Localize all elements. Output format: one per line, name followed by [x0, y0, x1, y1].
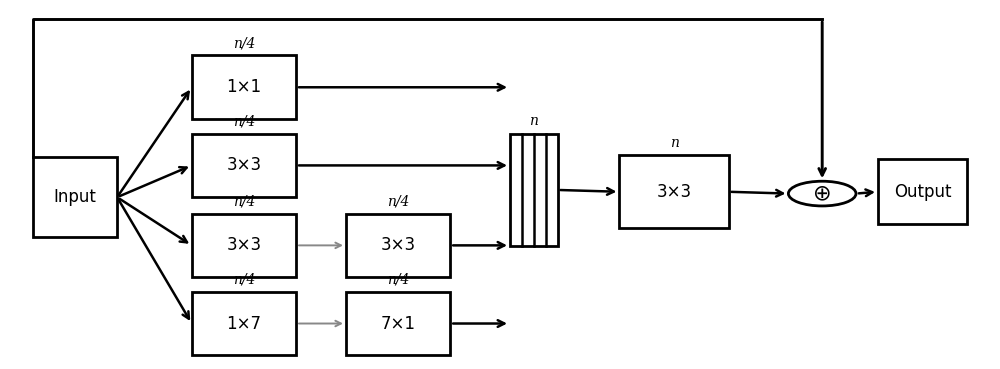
- Text: n/4: n/4: [387, 272, 409, 286]
- Text: n/4: n/4: [233, 194, 255, 208]
- FancyBboxPatch shape: [346, 292, 450, 355]
- Text: 3×3: 3×3: [656, 183, 692, 201]
- Text: n/4: n/4: [233, 36, 255, 50]
- Text: Input: Input: [53, 188, 96, 206]
- FancyBboxPatch shape: [619, 155, 729, 228]
- FancyBboxPatch shape: [510, 134, 558, 246]
- FancyBboxPatch shape: [192, 55, 296, 119]
- Text: n/4: n/4: [233, 272, 255, 286]
- FancyBboxPatch shape: [33, 157, 117, 237]
- Text: n/4: n/4: [387, 194, 409, 208]
- FancyBboxPatch shape: [346, 214, 450, 277]
- FancyBboxPatch shape: [192, 134, 296, 197]
- Text: 3×3: 3×3: [226, 156, 261, 175]
- FancyBboxPatch shape: [192, 214, 296, 277]
- Text: n: n: [670, 136, 678, 150]
- Text: 7×1: 7×1: [381, 314, 416, 332]
- Text: 1×7: 1×7: [226, 314, 261, 332]
- Text: ⊕: ⊕: [813, 184, 832, 204]
- Text: 1×1: 1×1: [226, 78, 261, 96]
- Text: n/4: n/4: [233, 114, 255, 128]
- FancyBboxPatch shape: [192, 292, 296, 355]
- Text: 3×3: 3×3: [226, 237, 261, 254]
- Text: 3×3: 3×3: [381, 237, 416, 254]
- Text: n: n: [529, 114, 538, 128]
- Text: Output: Output: [894, 183, 951, 201]
- FancyBboxPatch shape: [878, 159, 967, 224]
